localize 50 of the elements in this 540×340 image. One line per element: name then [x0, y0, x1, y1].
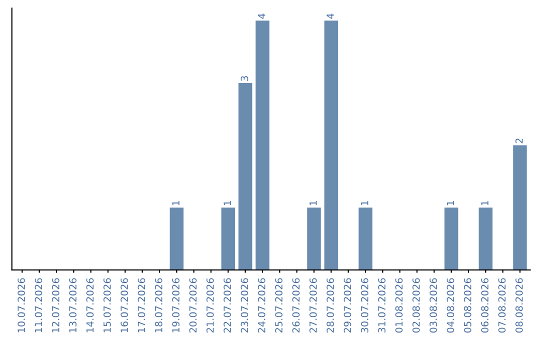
x-tick-label: 07.08.2026 [498, 278, 506, 333]
x-tick-label: 26.07.2026 [292, 278, 300, 333]
data-label: 2 [515, 138, 523, 144]
x-tick-label: 16.07.2026 [120, 278, 128, 332]
x-tick-label: 13.07.2026 [69, 278, 76, 332]
x-tick-label: 19.07.2026 [172, 278, 180, 332]
x-tick-label: 04.08.2026 [446, 278, 454, 333]
x-tick-label: 30.07.2026 [360, 278, 368, 333]
bar [444, 208, 458, 270]
x-tick-label: 25.07.2026 [275, 278, 282, 333]
bar [256, 20, 270, 270]
x-tick-label: 01.08.2026 [395, 278, 403, 333]
data-label: 4 [326, 14, 334, 19]
bar [513, 145, 527, 270]
x-tick-label: 02.08.2026 [412, 278, 420, 333]
x-tick-label: 17.07.2026 [138, 278, 146, 332]
x-tick-label: 28.07.2026 [326, 278, 334, 333]
x-tick-label: 27.07.2026 [309, 278, 317, 333]
bar [478, 208, 493, 270]
x-tick-label: 15.07.2026 [103, 278, 111, 332]
bar [238, 82, 252, 270]
x-tick-label: 18.07.2026 [154, 278, 162, 332]
x-tick-label: 23.07.2026 [240, 278, 248, 333]
x-tick-label: 14.07.2026 [86, 278, 94, 332]
bar [324, 20, 338, 270]
x-tick-label: 31.07.2026 [378, 278, 386, 333]
x-tick-label: 10.07.2026 [18, 278, 25, 332]
data-label: 1 [481, 200, 488, 206]
bar [358, 208, 372, 270]
x-tick-label: 05.08.2026 [464, 278, 472, 333]
x-tick-label: 12.07.2026 [52, 278, 60, 332]
x-tick-label: 22.07.2026 [224, 278, 231, 333]
x-tick-label: 24.07.2026 [258, 278, 266, 333]
x-tick-label: 08.08.2026 [515, 278, 523, 333]
data-label: 1 [361, 200, 368, 206]
data-label: 1 [446, 200, 454, 206]
x-tick-label: 11.07.2026 [34, 278, 42, 332]
bar [221, 208, 236, 270]
data-label: 1 [172, 200, 180, 206]
data-label: 1 [310, 200, 317, 206]
x-tick-label: 06.08.2026 [481, 278, 488, 333]
bar [170, 208, 184, 270]
x-tick-label: 21.07.2026 [206, 278, 214, 333]
data-label: 4 [258, 14, 266, 19]
data-label: 3 [240, 76, 248, 81]
x-tick-label: 29.07.2026 [344, 278, 352, 333]
data-label: 1 [224, 200, 231, 206]
x-tick-label: 03.08.2026 [430, 278, 437, 333]
bar [307, 208, 321, 270]
x-tick-label: 20.07.2026 [189, 278, 197, 333]
